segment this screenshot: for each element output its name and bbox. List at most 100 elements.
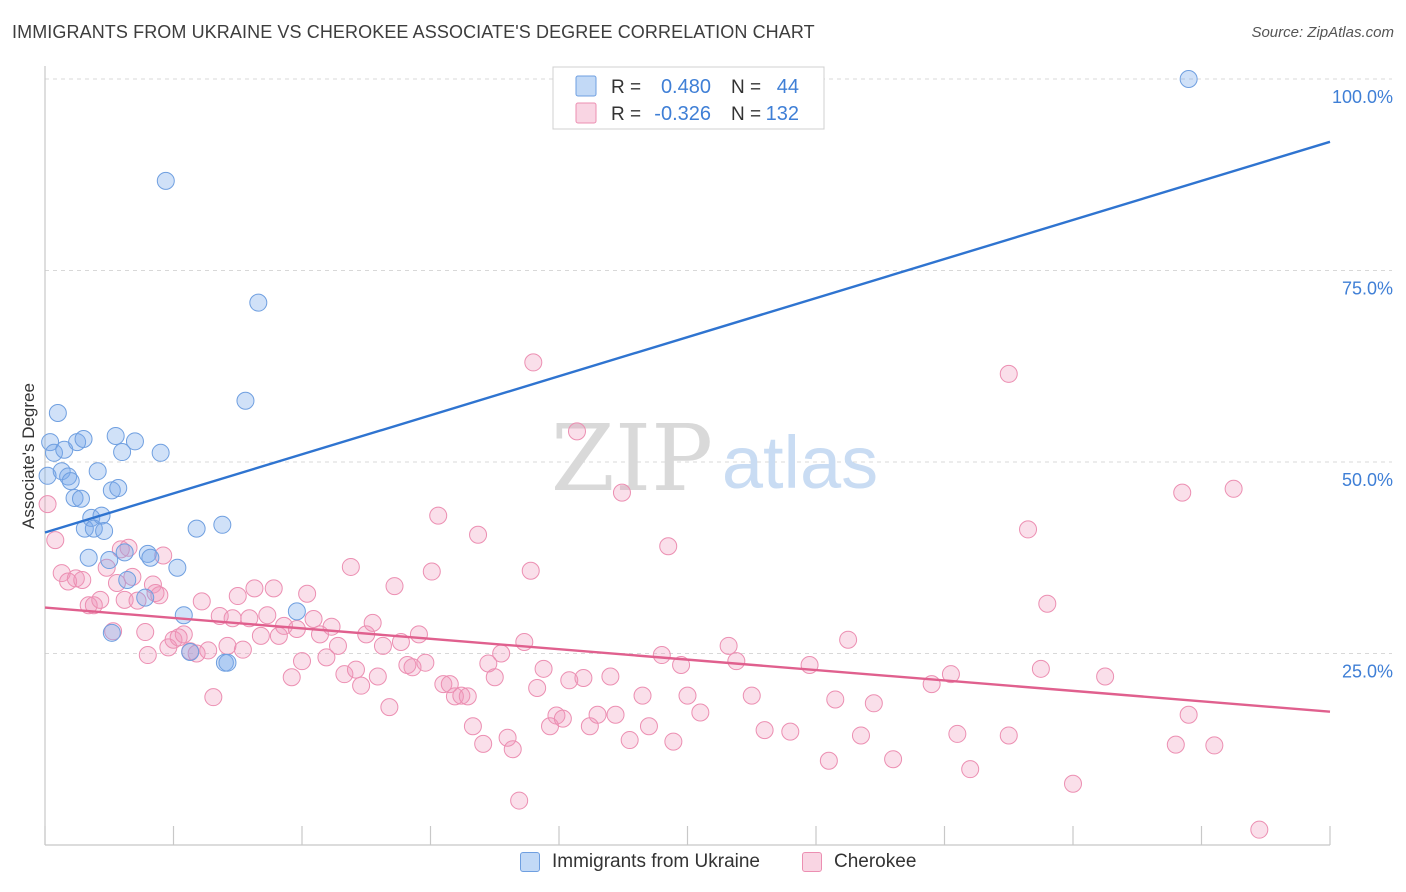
cherokee-point: [941, 665, 960, 684]
cherokee-point: [233, 640, 252, 659]
cherokee-point: [187, 644, 206, 663]
cherokee-point: [999, 364, 1018, 383]
cherokee-points: [38, 353, 1269, 839]
cherokee-point: [1064, 774, 1082, 793]
cherokee-point: [204, 688, 223, 707]
cherokee-point: [567, 422, 586, 441]
cherokee-point: [620, 731, 639, 750]
y-axis-label: Associate's Degree: [19, 383, 38, 529]
cherokee-point: [633, 686, 652, 705]
cherokee-point: [335, 665, 354, 684]
cherokee-point: [373, 636, 392, 655]
ukraine-point: [174, 606, 193, 625]
cherokee-point: [463, 717, 482, 736]
legend-swatch-cherokee: [802, 852, 822, 872]
cherokee-point: [948, 724, 967, 743]
cherokee-point: [385, 577, 404, 596]
ukraine-point: [236, 391, 255, 410]
cherokee-point: [66, 569, 85, 588]
cherokee-point: [691, 703, 710, 722]
cherokee-point: [659, 537, 678, 556]
ukraine-point: [113, 443, 132, 462]
cherokee-point: [251, 626, 270, 645]
legend-item-ukraine: Immigrants from Ukraine: [520, 851, 760, 873]
ukraine-point: [156, 171, 175, 190]
cherokee-point: [328, 636, 347, 655]
watermark-atlas: atlas: [722, 421, 878, 504]
cherokee-point: [452, 686, 471, 705]
cherokee-point: [528, 678, 547, 697]
cherokee-point: [678, 686, 697, 705]
cherokee-point: [434, 675, 453, 694]
series-legend: Immigrants from Ukraine Cherokee: [0, 851, 1406, 879]
correlation-legend: R = 0.480 N = 44 R = -0.326 N = 132: [552, 66, 825, 130]
ukraine-point: [41, 433, 60, 452]
cherokee-point: [553, 709, 572, 728]
cherokee-point: [46, 531, 65, 550]
cherokee-point: [228, 587, 247, 606]
trendlines: [44, 140, 1331, 713]
cherokee-point: [282, 668, 301, 687]
cherokee-point: [264, 579, 283, 598]
cherokee-point: [138, 646, 157, 665]
cherokee-point: [380, 698, 399, 717]
legend-r-value-1: 0.480: [661, 76, 711, 98]
cherokee-point: [1019, 520, 1038, 539]
ukraine-point: [95, 521, 114, 540]
ukraine-point: [181, 642, 200, 661]
ukraine-point: [59, 467, 78, 486]
cherokee-point: [652, 646, 671, 665]
legend-label-ukraine: Immigrants from Ukraine: [552, 851, 760, 872]
cherokee-point: [755, 721, 774, 740]
cherokee-point: [169, 628, 188, 647]
legend-n-label-1: N =: [731, 77, 761, 98]
cherokee-point: [458, 687, 477, 706]
cherokee-point: [240, 609, 259, 628]
ukraine-point: [187, 519, 206, 538]
cherokee-point: [1179, 705, 1198, 724]
cherokee-point: [1096, 667, 1115, 686]
cherokee-point: [352, 676, 371, 695]
ukraine-point: [65, 489, 84, 508]
cherokee-point: [258, 606, 277, 625]
cherokee-point: [534, 659, 553, 678]
cherokee-point: [999, 726, 1018, 745]
legend-r-value-2: -0.326: [654, 103, 711, 125]
legend-label-cherokee: Cherokee: [834, 851, 917, 872]
y-tick-label: 75.0%: [1342, 279, 1393, 299]
watermark-zip: ZIP: [551, 405, 713, 512]
legend-n-value-2: 132: [766, 103, 799, 125]
cherokee-point: [1205, 736, 1224, 755]
legend-swatch-pink: [575, 102, 597, 124]
cherokee-point: [819, 751, 838, 770]
cherokee-point: [498, 728, 517, 747]
cherokee-point: [368, 667, 387, 686]
cherokee-point: [719, 636, 738, 655]
cherokee-point: [363, 613, 382, 632]
cherokee-point: [826, 690, 845, 709]
cherokee-point: [317, 648, 336, 667]
cherokee-point: [1166, 735, 1185, 754]
cherokee-point: [864, 694, 883, 713]
ukraine-point: [44, 443, 63, 462]
axes-layer: [44, 66, 1331, 846]
ukraine-point: [109, 479, 128, 498]
watermark: ZIP atlas: [551, 405, 878, 512]
cherokee-point: [91, 590, 110, 609]
cherokee-point: [123, 567, 142, 586]
cherokee-point: [1031, 659, 1050, 678]
ukraine-point: [102, 623, 121, 642]
cherokee-point: [422, 562, 441, 581]
ukraine-point: [61, 472, 80, 491]
cherokee-point: [503, 740, 522, 759]
chart-title: IMMIGRANTS FROM UKRAINE VS CHEROKEE ASSO…: [12, 22, 815, 42]
cherokee-point: [416, 653, 435, 672]
cherokee-point: [409, 625, 428, 644]
scatter-plot: ZIP atlas 25.0%50.0%75.0%100.0%0.0%100.0…: [19, 66, 1393, 846]
cherokee-point: [521, 561, 540, 580]
cherokee-point: [639, 717, 658, 736]
ukraine-point: [115, 543, 134, 562]
cherokee-point: [1224, 479, 1243, 498]
ukraine-point: [71, 489, 90, 508]
cherokee-point: [601, 667, 620, 686]
